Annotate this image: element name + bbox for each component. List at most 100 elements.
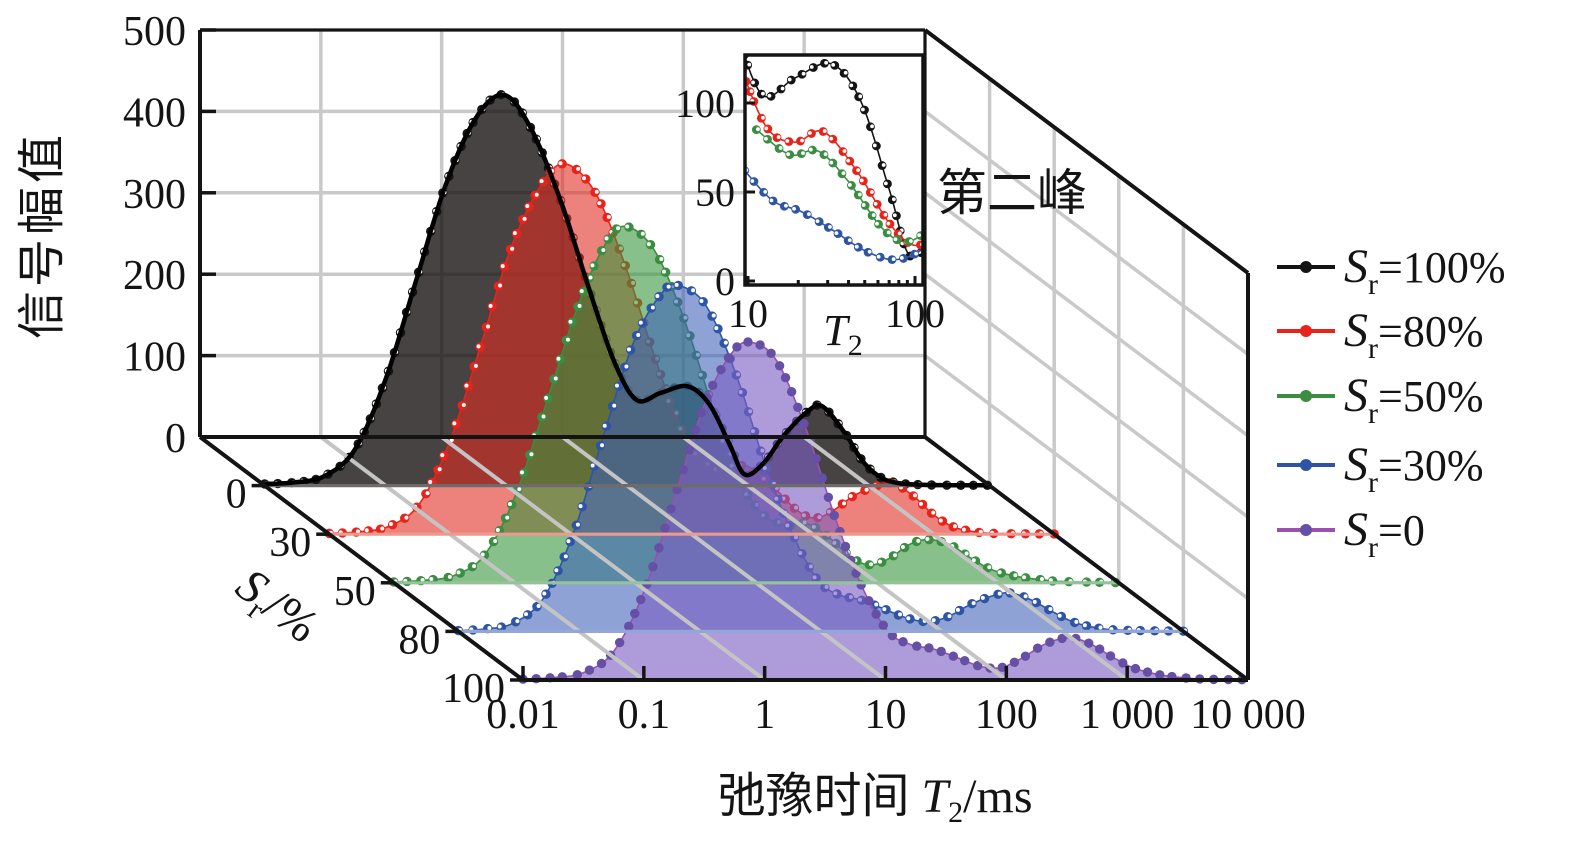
inset-marker-highlight — [801, 151, 805, 156]
marker-highlight — [525, 203, 530, 208]
inset-marker-highlight — [946, 225, 950, 229]
marker-highlight — [1074, 619, 1079, 624]
sidewall-hgrid-300 — [923, 191, 1250, 438]
marker-highlight — [505, 515, 510, 520]
marker-highlight — [579, 289, 584, 294]
inset-marker-highlight — [867, 249, 872, 254]
data-marker — [1009, 657, 1020, 667]
floor-right-edge — [923, 435, 1250, 682]
distribution-area — [329, 163, 1055, 535]
data-marker — [666, 504, 676, 514]
inset-marker-highlight — [883, 181, 888, 186]
inset-marker-highlight — [732, 51, 736, 55]
marker-highlight — [515, 619, 520, 624]
data-marker — [799, 418, 809, 429]
marker-highlight — [577, 303, 582, 308]
sidewall-hgrid-100 — [923, 354, 1250, 600]
inset-marker-highlight — [873, 201, 878, 206]
data-marker — [708, 380, 718, 390]
data-marker — [696, 407, 707, 418]
data-marker — [572, 670, 583, 680]
distribution-area — [458, 284, 1184, 632]
marker-highlight — [898, 612, 903, 617]
inset-marker-highlight — [883, 212, 888, 217]
inset-marker-highlight — [764, 126, 769, 131]
marker-highlight — [558, 161, 563, 166]
marker-highlight — [498, 283, 503, 288]
inset-curves — [727, 10, 950, 264]
inset-marker-highlight — [751, 80, 755, 85]
marker-highlight — [699, 299, 704, 304]
marker-highlight — [931, 510, 936, 515]
marker-highlight — [604, 236, 609, 241]
inset-marker-highlight — [778, 146, 783, 150]
marker-highlight — [578, 504, 583, 509]
marker-highlight — [650, 305, 655, 310]
marker-highlight — [594, 189, 599, 194]
marker-highlight — [646, 242, 651, 247]
data-marker — [924, 643, 934, 653]
marker-highlight — [893, 553, 898, 558]
inset-second-peak: 0 50 100 10 100 T2 第二峰 — [675, 10, 1087, 362]
inset-marker-highlight — [831, 62, 836, 67]
marker-highlight — [404, 515, 409, 520]
marker-highlight — [869, 562, 874, 567]
marker-highlight — [529, 452, 534, 457]
data-marker — [1084, 638, 1094, 648]
inset-marker-highlight — [886, 221, 891, 226]
inset-marker-highlight — [801, 71, 806, 76]
depth-tick-label: 0 — [226, 472, 247, 518]
x-tick-label: 0.1 — [618, 692, 671, 738]
depth-axis — [198, 435, 525, 682]
marker-highlight — [493, 538, 498, 543]
inset-x-axis-title: T2 — [823, 306, 862, 362]
marker-highlight — [640, 231, 645, 236]
marker-highlight — [848, 493, 853, 498]
marker-highlight — [568, 319, 573, 324]
y-tick-label: 500 — [123, 9, 186, 55]
data-marker — [1118, 658, 1128, 668]
inset-marker-highlight — [892, 213, 897, 218]
marker-highlight — [971, 558, 976, 563]
marker-highlight — [597, 201, 602, 206]
y-tick-label: 200 — [123, 253, 186, 299]
inset-marker-highlight — [841, 171, 846, 176]
marker-highlight — [542, 591, 547, 596]
marker-highlight — [556, 356, 561, 361]
marker-highlight — [638, 320, 643, 325]
marker-highlight — [473, 363, 478, 368]
x-tick-label: 100 — [975, 692, 1038, 738]
x-tick-label: 1 — [754, 692, 775, 738]
legend-entry-sr-100: Sr=100% — [1277, 240, 1505, 301]
marker-highlight — [655, 294, 660, 299]
y-tick-label: 300 — [123, 172, 186, 218]
marker-highlight — [842, 501, 847, 506]
legend: Sr=100%Sr=80%Sr=50% Sr=30%Sr=0 — [1277, 240, 1505, 564]
data-marker — [1057, 633, 1067, 644]
inset-marker-highlight — [842, 149, 847, 153]
marker-highlight — [447, 574, 452, 579]
inset-marker-highlight — [808, 131, 812, 135]
second-peak-annotation: 第二峰 — [937, 165, 1087, 221]
data-marker — [912, 641, 922, 651]
marker-highlight — [691, 288, 696, 293]
marker-highlight — [1057, 613, 1062, 618]
marker-highlight — [600, 443, 605, 448]
marker-highlight — [488, 303, 493, 308]
inset-marker-highlight — [829, 160, 834, 165]
inset-marker-highlight — [828, 225, 832, 229]
marker-highlight — [452, 421, 457, 426]
marker-highlight — [517, 487, 522, 492]
marker-highlight — [534, 192, 539, 197]
marker-highlight — [971, 601, 976, 606]
data-marker — [871, 609, 881, 619]
marker-highlight — [878, 559, 883, 564]
inset-marker — [727, 10, 736, 19]
fit-line-sr100 — [264, 92, 990, 488]
data-marker — [766, 348, 776, 359]
marker-highlight — [601, 248, 606, 253]
x-tick-label: 10 000 — [1190, 692, 1306, 738]
marker-highlight — [461, 402, 466, 407]
marker-highlight — [711, 313, 716, 318]
marker-highlight — [539, 179, 544, 184]
